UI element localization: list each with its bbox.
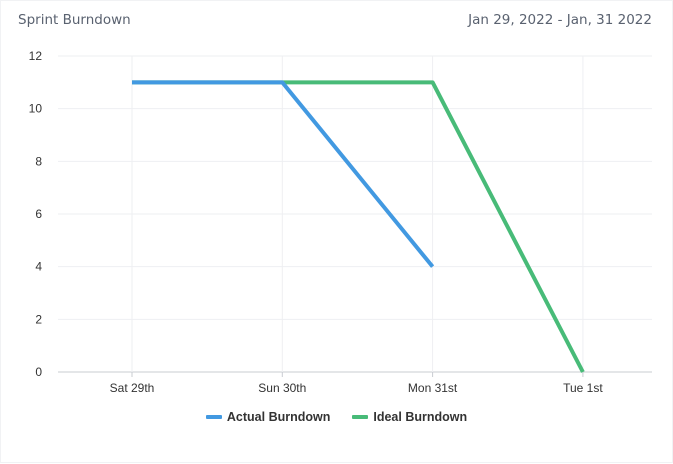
x-axis-ticks: Sat 29th Sun 30th Mon 31st Tue 1st — [110, 381, 604, 395]
x-tick-label: Sat 29th — [110, 381, 155, 395]
y-axis-ticks: 0 2 4 6 8 10 12 — [29, 49, 43, 379]
y-tick-label: 4 — [35, 260, 42, 274]
series-line-ideal-burndown — [132, 80, 585, 373]
legend-item-actual-burndown[interactable]: Actual Burndown — [205, 410, 331, 424]
legend-item-ideal-burndown[interactable]: Ideal Burndown — [352, 410, 467, 424]
chart-legend: Actual Burndown Ideal Burndown — [1, 410, 672, 424]
grid-lines — [58, 55, 652, 377]
series-lines — [132, 80, 585, 373]
y-tick-label: 6 — [35, 207, 42, 221]
x-tick-label: Tue 1st — [563, 381, 603, 395]
legend-label: Ideal Burndown — [373, 410, 468, 424]
date-range: Jan 29, 2022 - Jan, 31 2022 — [468, 12, 652, 28]
x-tick-label: Mon 31st — [408, 381, 458, 395]
legend-label: Actual Burndown — [226, 410, 331, 424]
legend-swatch — [352, 415, 369, 419]
y-tick-label: 10 — [29, 102, 43, 116]
y-tick-label: 12 — [29, 49, 43, 63]
legend-swatch — [205, 415, 222, 419]
series-line-actual-burndown — [132, 80, 435, 268]
x-tick-label: Sun 30th — [258, 381, 306, 395]
y-tick-label: 0 — [35, 365, 42, 379]
chart-title: Sprint Burndown — [18, 12, 131, 28]
y-tick-label: 8 — [35, 154, 42, 168]
y-tick-label: 2 — [35, 312, 42, 326]
